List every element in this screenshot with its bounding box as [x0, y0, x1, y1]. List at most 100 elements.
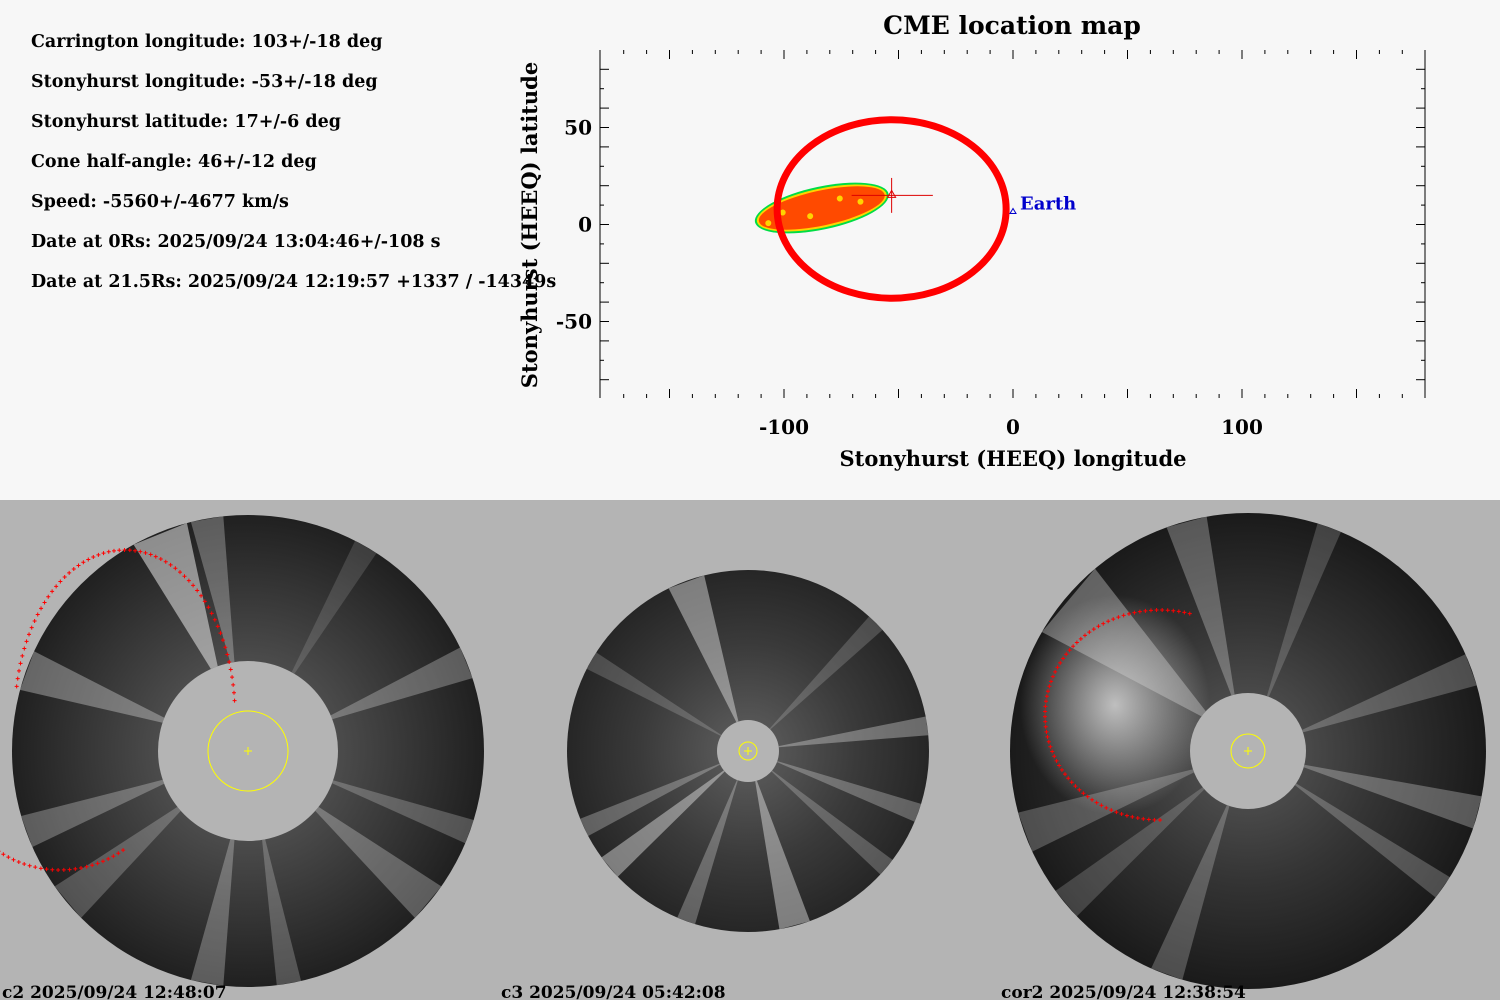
fit-point: [1101, 621, 1106, 626]
fit-point: [1043, 714, 1048, 719]
fit-point: [173, 566, 178, 571]
streamer: [291, 540, 377, 674]
c3-sun-center-icon: [744, 747, 752, 755]
cor2-cme-fit: [1043, 608, 1192, 822]
fit-point: [1, 852, 6, 857]
fit-point: [182, 574, 187, 579]
fit-point: [111, 548, 116, 553]
fit-point: [1043, 704, 1048, 709]
fit-point: [230, 675, 235, 680]
streamer: [668, 575, 739, 723]
fit-point: [50, 589, 55, 594]
fit-point: [29, 625, 34, 630]
fit-point: [38, 866, 43, 871]
fit-point: [1171, 608, 1176, 613]
fit-point: [1154, 608, 1159, 613]
fit-point: [1111, 617, 1116, 622]
fit-point: [1182, 610, 1187, 615]
probability-region: [754, 182, 889, 234]
cor2-cme-front: [1020, 595, 1210, 815]
date-at-0rs: Date at 0Rs: 2025/09/24 13:04:46+/-108 s: [31, 232, 441, 252]
fit-point: [27, 863, 32, 868]
fit-point: [73, 866, 78, 871]
fit-point: [1045, 689, 1050, 694]
fit-point: [46, 594, 51, 599]
fit-point: [191, 583, 196, 588]
fit-point: [1143, 608, 1148, 613]
fit-point: [67, 570, 72, 575]
fit-point: [1137, 609, 1142, 614]
fit-point: [71, 566, 76, 571]
fit-point: [1077, 787, 1082, 792]
fit-point: [168, 562, 173, 567]
fit-point: [1158, 818, 1162, 822]
fit-point: [1187, 611, 1192, 616]
streamer: [330, 647, 473, 720]
fit-point: [1130, 814, 1135, 819]
fit-point: [143, 550, 148, 555]
fit-point: [101, 551, 106, 556]
c2-cme-fit: [0, 548, 237, 872]
streamer: [580, 763, 721, 836]
fit-point: [1119, 811, 1124, 816]
fit-point: [1082, 633, 1087, 638]
fit-point: [186, 578, 191, 583]
fit-point: [1054, 758, 1059, 763]
fit-point: [42, 600, 47, 605]
c2-caption: c2 2025/09/24 12:48:07: [2, 983, 227, 1000]
region-speckle: [779, 209, 786, 216]
c3-image: [567, 570, 929, 932]
y-axis-label: Stonyhurst (HEEQ) latitude: [517, 62, 542, 388]
streamer: [1151, 805, 1230, 980]
fit-point: [1044, 694, 1049, 699]
fit-point: [133, 548, 138, 553]
fit-point: [1094, 800, 1099, 805]
fit-point: [1043, 719, 1048, 724]
fit-point: [1124, 813, 1129, 818]
fit-point: [96, 552, 101, 557]
stonyhurst-longitude: Stonyhurst longitude: -53+/-18 deg: [31, 72, 378, 92]
fit-point: [215, 624, 220, 629]
fit-point: [1148, 608, 1153, 613]
fit-point: [18, 661, 23, 666]
c2-streamers: [20, 516, 474, 986]
fit-point: [1071, 644, 1076, 649]
region-speckle: [765, 220, 772, 227]
fit-point: [95, 861, 100, 866]
cme-center-marker: [851, 177, 933, 213]
c2-sun-center-icon: [244, 747, 252, 755]
fit-point: [1043, 709, 1048, 714]
fit-point: [35, 612, 40, 617]
fit-point: [86, 557, 91, 562]
fit-point: [27, 632, 32, 637]
fit-point: [1050, 749, 1055, 754]
fit-point: [22, 862, 27, 867]
fit-point: [54, 584, 59, 589]
fit-point: [1069, 780, 1074, 785]
x-tick-label: 0: [1006, 415, 1020, 439]
fit-point: [228, 667, 233, 672]
region-shape: [754, 182, 889, 234]
fit-point: [1057, 763, 1062, 768]
y-tick-label: 50: [564, 116, 592, 140]
cor2-sun-limb: [1230, 733, 1266, 769]
x-axis-label: Stonyhurst (HEEQ) longitude: [839, 446, 1186, 471]
streamer: [778, 716, 929, 748]
fit-point: [50, 867, 55, 872]
fit-point: [148, 552, 153, 557]
fit-point: [1049, 679, 1054, 684]
streamer: [190, 839, 235, 986]
fit-point: [1064, 652, 1069, 657]
fit-point: [1053, 669, 1058, 674]
region-speckle: [836, 195, 843, 202]
fit-point: [1043, 724, 1048, 729]
fit-point: [1085, 794, 1090, 799]
fit-point: [33, 865, 38, 870]
fit-point: [84, 864, 89, 869]
fit-point: [1126, 611, 1131, 616]
fit-point: [212, 617, 217, 622]
fit-point: [231, 682, 236, 687]
fit-point: [1048, 744, 1053, 749]
fit-point: [91, 555, 96, 560]
fit-point: [1074, 640, 1079, 645]
